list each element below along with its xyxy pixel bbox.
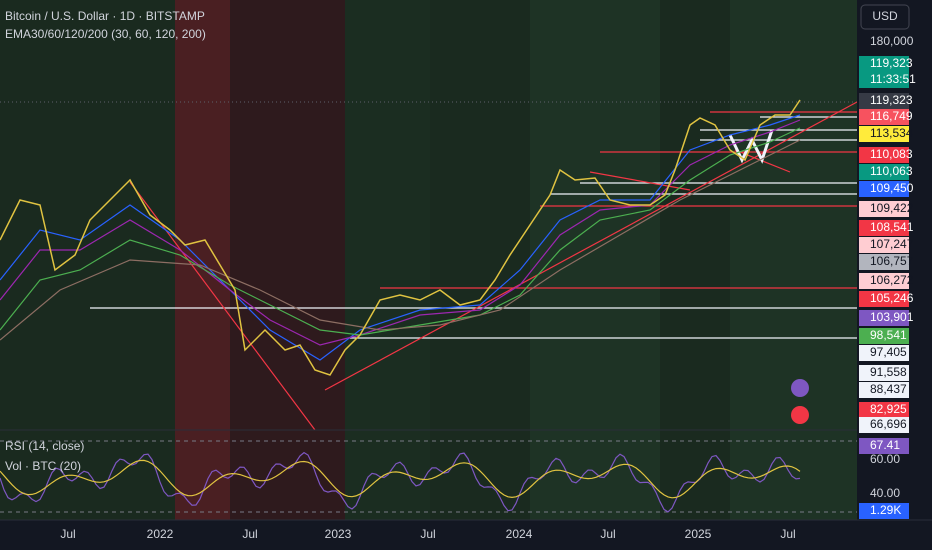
price-label: 82,925 (870, 402, 907, 416)
ema-200 (0, 139, 801, 341)
time-tick: Jul (420, 527, 435, 541)
ema-60 (0, 119, 801, 346)
rsi-line (0, 451, 801, 513)
rsi-ma-line (0, 459, 801, 499)
time-tick: Jul (60, 527, 75, 541)
currency[interactable]: USD (872, 9, 898, 23)
time-tick: Jul (600, 527, 615, 541)
band (730, 0, 857, 520)
time-tick: 2025 (685, 527, 712, 541)
price-label: 109,422 (870, 201, 914, 215)
price-tick: 180,000 (870, 34, 914, 48)
rsi-value: 67.41 (870, 438, 900, 452)
price-label-box (859, 147, 909, 163)
currency-button[interactable] (860, 4, 910, 30)
trend-line (589, 171, 691, 191)
price-label-box (859, 164, 909, 180)
price-label-box (859, 328, 909, 344)
volume-label: Vol · BTC (20) (5, 459, 81, 473)
price-label: 105,246 (870, 291, 914, 305)
ema-120 (0, 127, 801, 336)
price-label-box (859, 181, 909, 197)
price-label: 91,558 (870, 365, 907, 379)
price-label: 119,323 (870, 56, 913, 70)
price-label: 119,323 (870, 93, 913, 107)
indicator-label: EMA30/60/120/200 (30, 60, 120, 200) (5, 27, 206, 41)
symbol-title: Bitcoin / U.S. Dollar · 1D · BITSTAMP (5, 9, 205, 23)
price-label-box (859, 291, 909, 307)
time-tick: Jul (242, 527, 257, 541)
w-pattern (728, 129, 774, 164)
price-label-box (859, 109, 909, 125)
price-label: 110,063 (870, 164, 913, 178)
band (0, 0, 175, 520)
rsi-label: RSI (14, close) (5, 439, 84, 453)
price-label: 116,749 (870, 109, 913, 123)
time-tick: Jul (780, 527, 795, 541)
price-label-box (859, 220, 909, 236)
event-icon (791, 406, 809, 424)
trend-line (324, 101, 858, 391)
band (175, 0, 230, 520)
price-label-box (859, 126, 909, 142)
price-label-box (859, 237, 909, 253)
price-label: 106,757 (870, 254, 914, 268)
price-label: 107,247 (870, 237, 914, 251)
price-label-box (859, 310, 909, 326)
event-icon (791, 379, 809, 397)
price-label: 106,272 (870, 273, 914, 287)
price-label: 103,901 (870, 310, 914, 324)
ema-30 (0, 114, 801, 361)
session-bands (0, 0, 857, 520)
price-label-box (859, 417, 909, 433)
price-label: 97,405 (870, 345, 907, 359)
price-label-box (859, 345, 909, 361)
rsi-lines (0, 451, 801, 513)
band (430, 0, 530, 520)
price-label-box (859, 402, 909, 418)
price-label-box (859, 56, 909, 72)
price-label: 88,437 (870, 382, 907, 396)
price-label-box (859, 201, 909, 217)
volume-value: 1.29K (870, 503, 901, 517)
price-label: 66,696 (870, 417, 907, 431)
price-label-box (859, 365, 909, 381)
price-candles (0, 99, 801, 376)
price-label: 113,534 (870, 126, 913, 140)
band (660, 0, 730, 520)
price-label: 110,083 (870, 147, 913, 161)
price-label: 108,541 (870, 220, 914, 234)
time-tick: 2022 (147, 527, 174, 541)
price-label-box (859, 72, 909, 88)
price-label: 109,450 (870, 181, 914, 195)
band (530, 0, 660, 520)
rsi-tick: 60.00 (870, 452, 900, 466)
price-label: 11:33:51 (870, 72, 916, 86)
band (230, 0, 345, 520)
rsi-value-box (859, 438, 909, 454)
time-tick: 2023 (325, 527, 352, 541)
volume-value-box (859, 503, 909, 519)
time-tick: 2024 (506, 527, 533, 541)
rsi-tick: 40.00 (870, 486, 900, 500)
price-label-box (859, 382, 909, 398)
band (345, 0, 430, 520)
drawings (90, 101, 858, 431)
price-label-box (859, 273, 909, 289)
ema-lines (0, 114, 801, 361)
price-label-box (859, 93, 909, 109)
price-label: 98,541 (870, 328, 907, 342)
price-label-box (859, 254, 909, 270)
